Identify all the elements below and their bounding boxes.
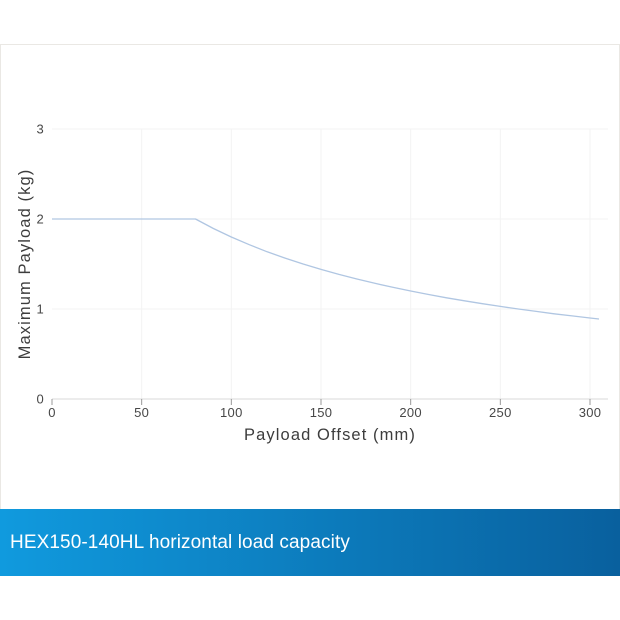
chart-card: [0, 44, 620, 509]
caption-text: HEX150-140HL horizontal load capacity: [10, 531, 350, 553]
caption-banner: HEX150-140HL horizontal load capacity: [0, 509, 620, 576]
